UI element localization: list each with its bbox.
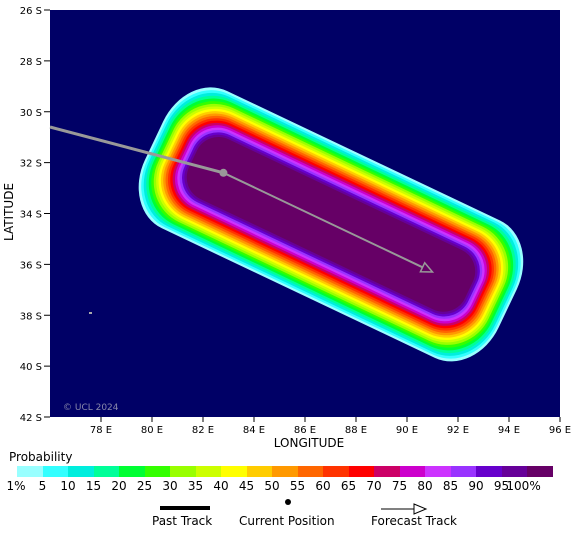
lon-tick-label: 86 E	[294, 425, 316, 436]
lat-tick-label: 36 S	[20, 260, 42, 271]
colorbar-label: 50	[264, 479, 280, 493]
colorbar-label: 5	[38, 479, 47, 493]
longitude-ticks: 78 E 80 E 82 E 84 E 86 E 88 E 90 E 92 E 94 E 96 E	[90, 417, 571, 436]
lon-tick-label: 92 E	[447, 425, 469, 436]
colorbar-swatch	[17, 466, 43, 477]
lon-tick-label: 88 E	[345, 425, 367, 436]
colorbar-swatch	[399, 466, 425, 477]
current-position-legend-dot	[285, 499, 291, 505]
probability-map: 26 S 28 S 30 S 32 S 34 S 36 S 38 S 40 S 42 S 78 …	[2, 6, 571, 450]
past-track-legend-line	[160, 506, 210, 510]
colorbar-label: 45	[238, 479, 255, 493]
colorbar-label: 40	[213, 479, 229, 493]
forecast-track-line	[222, 171, 423, 269]
colorbar-swatch	[42, 466, 68, 477]
colorbar-label: 95	[493, 479, 510, 493]
colorbar-label: 60	[315, 479, 331, 493]
y-axis-label: LATITUDE	[2, 183, 16, 241]
colorbar-label: 85	[442, 479, 459, 493]
current-position-label: Current Position	[239, 514, 335, 528]
colorbar-label: 15	[85, 479, 102, 493]
legend-title: Probability	[9, 450, 73, 464]
lat-tick-label: 42 S	[20, 413, 42, 424]
lat-tick-label: 32 S	[20, 159, 42, 170]
lat-tick-label: 28 S	[20, 57, 42, 68]
lat-tick-label: 26 S	[20, 6, 42, 17]
lon-tick-label: 82 E	[192, 425, 214, 436]
lon-tick-label: 90 E	[396, 425, 418, 436]
watermark: © UCL 2024	[63, 403, 119, 413]
colorbar-label: 20	[111, 479, 127, 493]
lon-tick-label: 78 E	[90, 425, 112, 436]
lon-tick-label: 94 E	[498, 425, 520, 436]
colorbar-swatch	[195, 466, 221, 477]
colorbar-label: 30	[162, 479, 178, 493]
colorbar-label: 75	[391, 479, 408, 493]
forecast-track-label: Forecast Track	[371, 514, 457, 528]
lat-tick-label: 40 S	[20, 362, 42, 373]
colorbar-swatch	[450, 466, 476, 477]
colorbar-swatch	[221, 466, 247, 477]
colorbar-label: 100%	[506, 479, 541, 493]
colorbar-label: 55	[289, 479, 306, 493]
lat-tick-label: 30 S	[20, 108, 42, 119]
colorbar-swatch	[297, 466, 323, 477]
colorbar-label: 1%	[6, 479, 26, 493]
past-track-label: Past Track	[152, 514, 213, 528]
colorbar-swatch	[501, 466, 527, 477]
colorbar-swatch	[348, 466, 374, 477]
colorbar-swatch	[272, 466, 298, 477]
lon-tick-label: 80 E	[141, 425, 163, 436]
colorbar-label: 35	[187, 479, 204, 493]
colorbar-swatch	[144, 466, 170, 477]
colorbar-swatch	[425, 466, 451, 477]
lon-tick-label: 96 E	[549, 425, 571, 436]
forecast-arrowhead	[419, 261, 435, 273]
colorbar-swatch	[527, 466, 553, 477]
lon-tick-label: 84 E	[243, 425, 265, 436]
colorbar-labels: 1% 5 10 15 20 25 30 35 40 45 50 55 60 65 70 75 80 85 90 95 1…	[0, 479, 580, 493]
colorbar-label: 10	[60, 479, 76, 493]
colorbar-swatch	[68, 466, 94, 477]
colorbar-swatch	[374, 466, 400, 477]
colorbar-label: 80	[417, 479, 433, 493]
lat-tick-label: 34 S	[20, 210, 42, 221]
colorbar-label: 70	[366, 479, 382, 493]
colorbar-swatch	[323, 466, 349, 477]
colorbar-swatch	[170, 466, 196, 477]
colorbar-label: 90	[468, 479, 484, 493]
current-position-marker	[219, 168, 228, 177]
x-axis-label: LONGITUDE	[274, 436, 344, 450]
colorbar-swatch	[246, 466, 272, 477]
colorbar-swatch	[93, 466, 119, 477]
colorbar-label: 65	[340, 479, 357, 493]
probability-colorbar	[17, 466, 553, 477]
colorbar-swatch	[119, 466, 145, 477]
lat-tick-label: 38 S	[20, 311, 42, 322]
colorbar-label: 25	[136, 479, 153, 493]
latitude-ticks: 26 S 28 S 30 S 32 S 34 S 36 S 38 S 40 S 42 S	[20, 6, 50, 424]
forecast-track-legend-arrow	[381, 503, 428, 515]
colorbar-swatch	[476, 466, 502, 477]
past-track-line	[49, 125, 224, 175]
